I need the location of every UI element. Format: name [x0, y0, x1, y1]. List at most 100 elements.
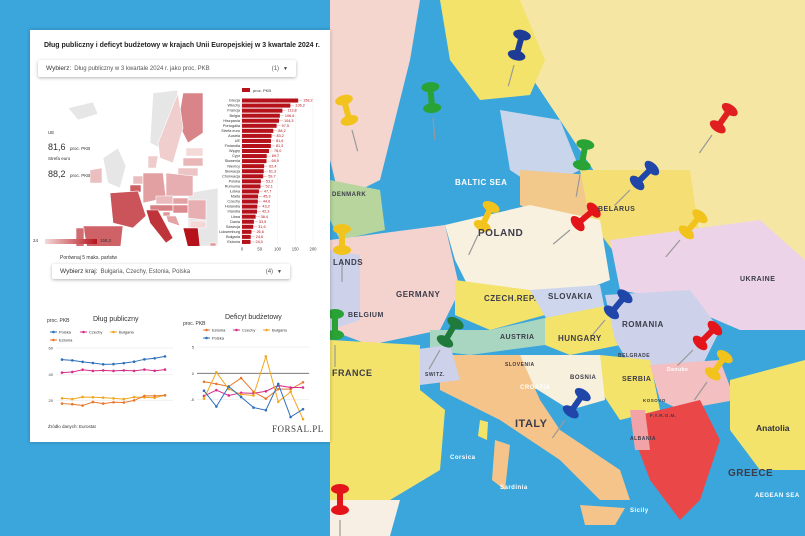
data-point — [81, 368, 84, 372]
switzerland-region — [410, 345, 460, 385]
bar-value-label: 45,3 — [263, 195, 270, 199]
pin-head — [333, 224, 351, 234]
map-country-chorwacja — [165, 215, 181, 227]
pin-needle — [468, 234, 479, 256]
legend-label: Polska — [59, 330, 72, 335]
bar — [242, 179, 261, 184]
bar-category-label: Dania — [230, 220, 241, 224]
pin-needle — [665, 239, 681, 258]
bar-value-label: 52,1 — [265, 184, 272, 188]
bar-value-label: 81,6 — [276, 139, 283, 143]
bar — [242, 108, 283, 113]
push-pin-icon — [507, 29, 531, 87]
map-country-czechy — [155, 195, 174, 205]
bar-value-label: 62,4 — [269, 164, 276, 168]
bar-category-label: Węgry — [229, 149, 240, 153]
pin-base — [709, 120, 726, 134]
data-point — [143, 394, 146, 398]
bar — [242, 118, 280, 123]
country-dropdown[interactable]: Wybierz kraj: Bułgaria, Czechy, Estonia,… — [52, 264, 290, 279]
x-tick-label: 50 — [257, 246, 262, 251]
dropdown-value: Bułgaria, Czechy, Estonia, Polska — [100, 268, 191, 275]
data-point — [91, 369, 95, 373]
push-pin-icon — [326, 309, 344, 367]
pin-needle — [507, 64, 515, 87]
bar-value-label: 83,2 — [277, 134, 284, 138]
pin-head — [326, 309, 344, 319]
data-point — [163, 394, 167, 397]
push-pin-icon — [552, 202, 601, 245]
push-pin-icon — [665, 209, 708, 258]
bar-category-label: Hiszpania — [223, 119, 241, 123]
data-point — [91, 400, 95, 404]
pin-body — [332, 315, 338, 331]
map-label: BELGRADE — [618, 353, 651, 359]
data-point — [239, 393, 243, 396]
debt-bar-chart: proc. PKB 0 50 100 150 200 Grecja 158,2 Włochy 13… — [219, 88, 317, 251]
push-pin-icon — [331, 484, 349, 536]
france-region — [330, 340, 445, 500]
bar-category-label: Irlandia — [228, 210, 241, 214]
pin-base — [603, 305, 620, 320]
italy-region — [440, 355, 630, 500]
dropdown-label: Wybierz kraj: — [60, 268, 98, 275]
sardinia-region — [492, 440, 510, 490]
pin-needle — [693, 381, 708, 401]
push-pin-icon — [335, 94, 359, 152]
pin-base — [326, 330, 344, 340]
pin-base — [678, 225, 695, 240]
bar — [242, 184, 261, 189]
data-point — [112, 362, 115, 366]
bar — [242, 128, 274, 133]
data-point — [132, 360, 136, 363]
albania-region — [630, 410, 650, 450]
map-country-grecja — [182, 227, 201, 246]
bar — [242, 189, 259, 194]
map-label: Sardinia — [500, 485, 528, 491]
pin-base — [507, 49, 526, 61]
chevron-down-icon: ▼ — [277, 268, 282, 275]
bar-category-label: Chorwacja — [222, 174, 241, 178]
push-pin-icon — [698, 103, 738, 154]
data-point — [227, 385, 231, 388]
map-label: GERMANY — [396, 290, 441, 299]
push-pin-icon — [590, 289, 633, 338]
bar — [242, 133, 272, 138]
pin-head — [331, 484, 349, 494]
bar-category-label: Francja — [227, 109, 241, 113]
data-point — [81, 360, 84, 364]
pin-head — [617, 289, 633, 304]
bar-category-label: Grecja — [229, 99, 241, 103]
bar — [242, 143, 271, 148]
legend-marker — [82, 330, 85, 334]
data-point — [71, 402, 74, 406]
austria-region — [430, 318, 545, 355]
data-point — [112, 400, 115, 404]
data-point — [60, 358, 64, 361]
chevron-down-icon: ▼ — [283, 65, 288, 72]
data-point — [301, 407, 305, 411]
serbia-region — [600, 355, 660, 420]
bar — [242, 123, 277, 128]
pin-needle — [698, 134, 713, 154]
dropdown-label: Wybierz: — [46, 65, 72, 72]
choropleth-map — [67, 89, 218, 246]
data-point — [60, 396, 64, 400]
bar-category-label: Strefa euro — [221, 129, 240, 133]
map-country-belgia — [129, 184, 142, 193]
sweden-region — [330, 0, 420, 200]
push-pin-icon — [468, 200, 500, 256]
indicator-dropdown[interactable]: Wybierz: Dług publiczny w 3 kwartale 202… — [38, 60, 296, 77]
pin-base — [473, 220, 491, 232]
data-point — [101, 363, 105, 366]
bar — [242, 209, 258, 214]
ukraine-region — [610, 220, 805, 330]
bar — [242, 164, 265, 169]
bar — [242, 169, 264, 174]
bar — [242, 224, 254, 229]
data-point — [122, 401, 126, 404]
legend-label: Czechy — [242, 328, 255, 333]
data-point — [153, 394, 156, 398]
source-note: Źródło danych: Eurostat — [48, 424, 96, 429]
data-point — [202, 397, 206, 400]
